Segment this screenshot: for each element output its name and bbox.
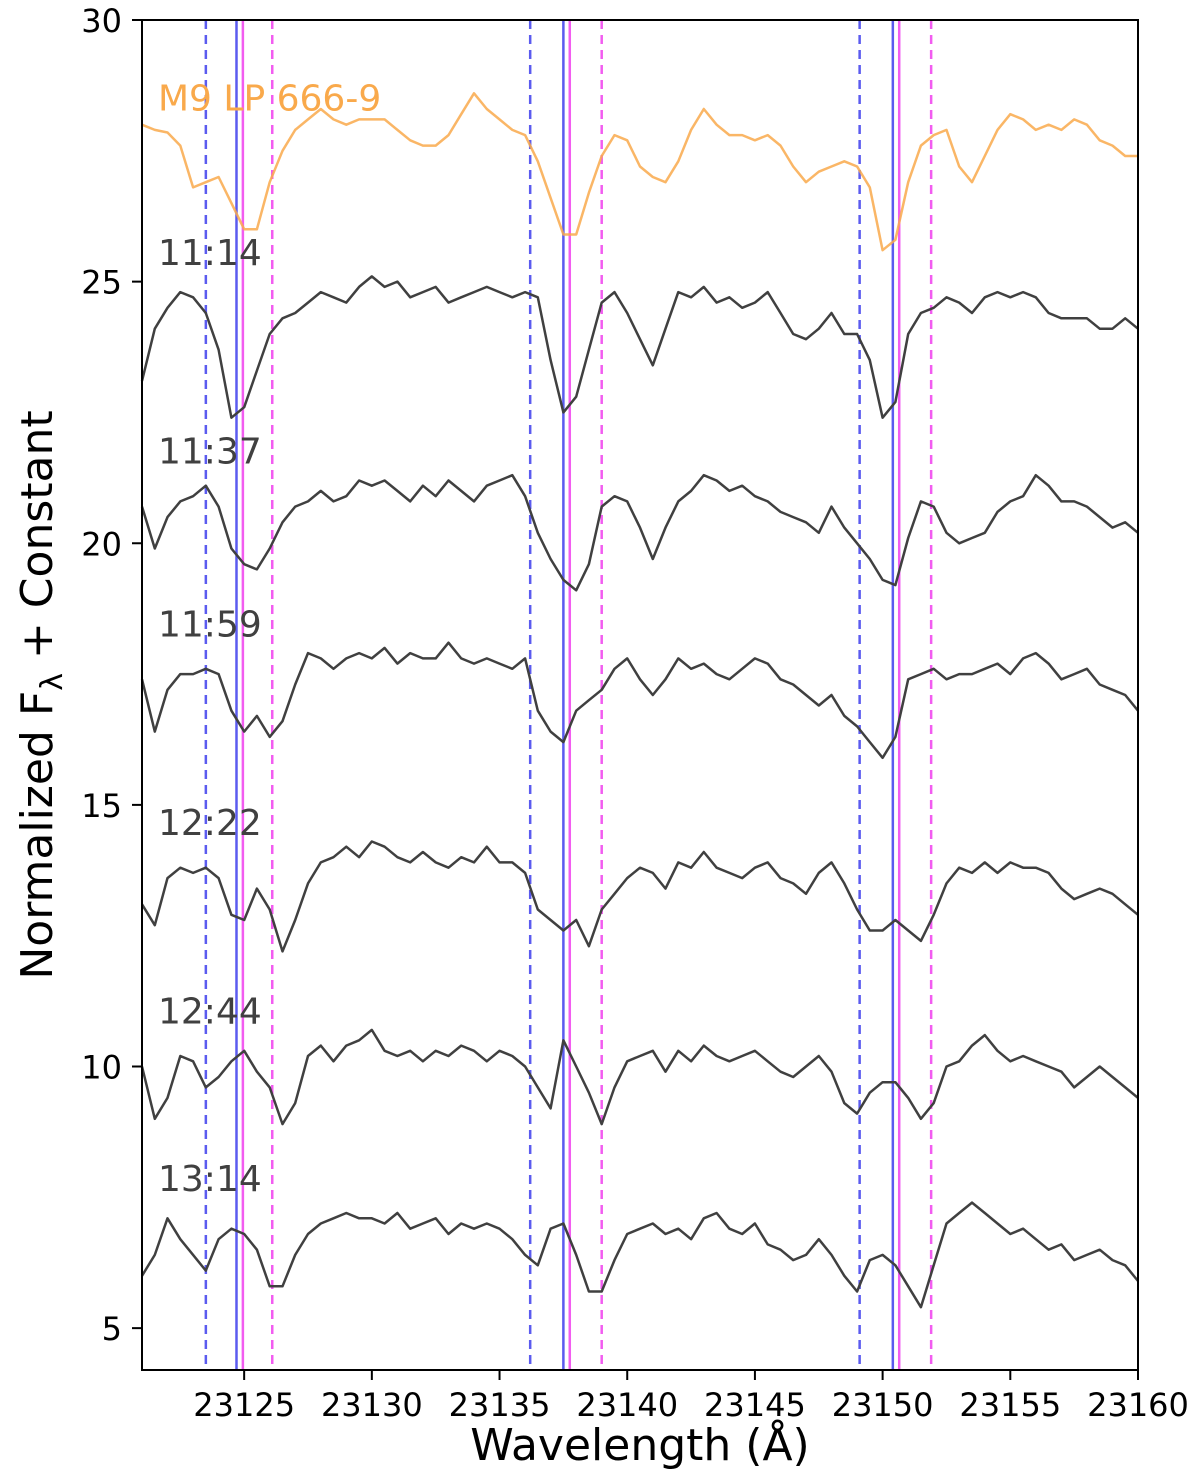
x-axis-label: Wavelength (Å) <box>470 1418 809 1471</box>
y-tick-label-10: 10 <box>81 1049 122 1087</box>
series-line-m9-lp-666-9 <box>141 92 1138 252</box>
y-tick-label-20: 20 <box>81 525 122 563</box>
series-label-13-14: 13:14 <box>158 1159 262 1200</box>
x-tick-label-23160: 23160 <box>1087 1386 1189 1424</box>
y-tick-label-15: 15 <box>81 787 122 825</box>
x-tick-label-23145: 23145 <box>704 1386 806 1424</box>
series-line-11-59 <box>140 641 1139 760</box>
series-line-11-37 <box>140 473 1139 592</box>
x-tick-label-23140: 23140 <box>576 1386 678 1424</box>
y-tick-label-5: 5 <box>102 1310 122 1348</box>
series-label-m9-lp-666-9: M9 LP 666-9 <box>158 78 381 119</box>
series-label-11-14: 11:14 <box>158 233 262 274</box>
y-axis-label-suffix: + Constant <box>12 410 63 673</box>
series-line-13-14 <box>140 1201 1139 1309</box>
spectra-series <box>140 92 1139 1309</box>
y-axis-label-main: Normalized F <box>12 691 63 980</box>
y-axis-ticks: 5 10 15 20 25 30 <box>81 2 142 1348</box>
series-line-12-22 <box>140 840 1139 953</box>
series-label-11-37: 11:37 <box>158 432 262 473</box>
y-axis-label-subscript: λ <box>35 673 70 691</box>
x-axis-ticks: 23125 23130 23135 23140 23145 23150 23155 23160 <box>193 1370 1189 1424</box>
series-labels: M9 LP 666-9 11:14 11:37 11:59 12:22 12:44 13:1… <box>158 78 381 1200</box>
y-tick-label-25: 25 <box>81 264 122 302</box>
x-tick-label-23125: 23125 <box>193 1386 295 1424</box>
x-tick-label-23155: 23155 <box>959 1386 1061 1424</box>
plot-frame <box>141 19 1139 1371</box>
x-tick-label-23150: 23150 <box>832 1386 934 1424</box>
series-line-12-44 <box>140 1028 1139 1126</box>
series-label-12-22: 12:22 <box>158 803 262 844</box>
vertical-line-markers <box>204 20 933 1370</box>
x-tick-label-23130: 23130 <box>321 1386 423 1424</box>
x-tick-label-23135: 23135 <box>449 1386 551 1424</box>
series-line-11-14 <box>140 275 1139 419</box>
series-label-12-44: 12:44 <box>158 992 262 1033</box>
y-axis-label: Normalized Fλ + Constant <box>12 410 70 979</box>
y-tick-label-30: 30 <box>81 2 122 40</box>
series-label-11-59: 11:59 <box>158 604 262 645</box>
